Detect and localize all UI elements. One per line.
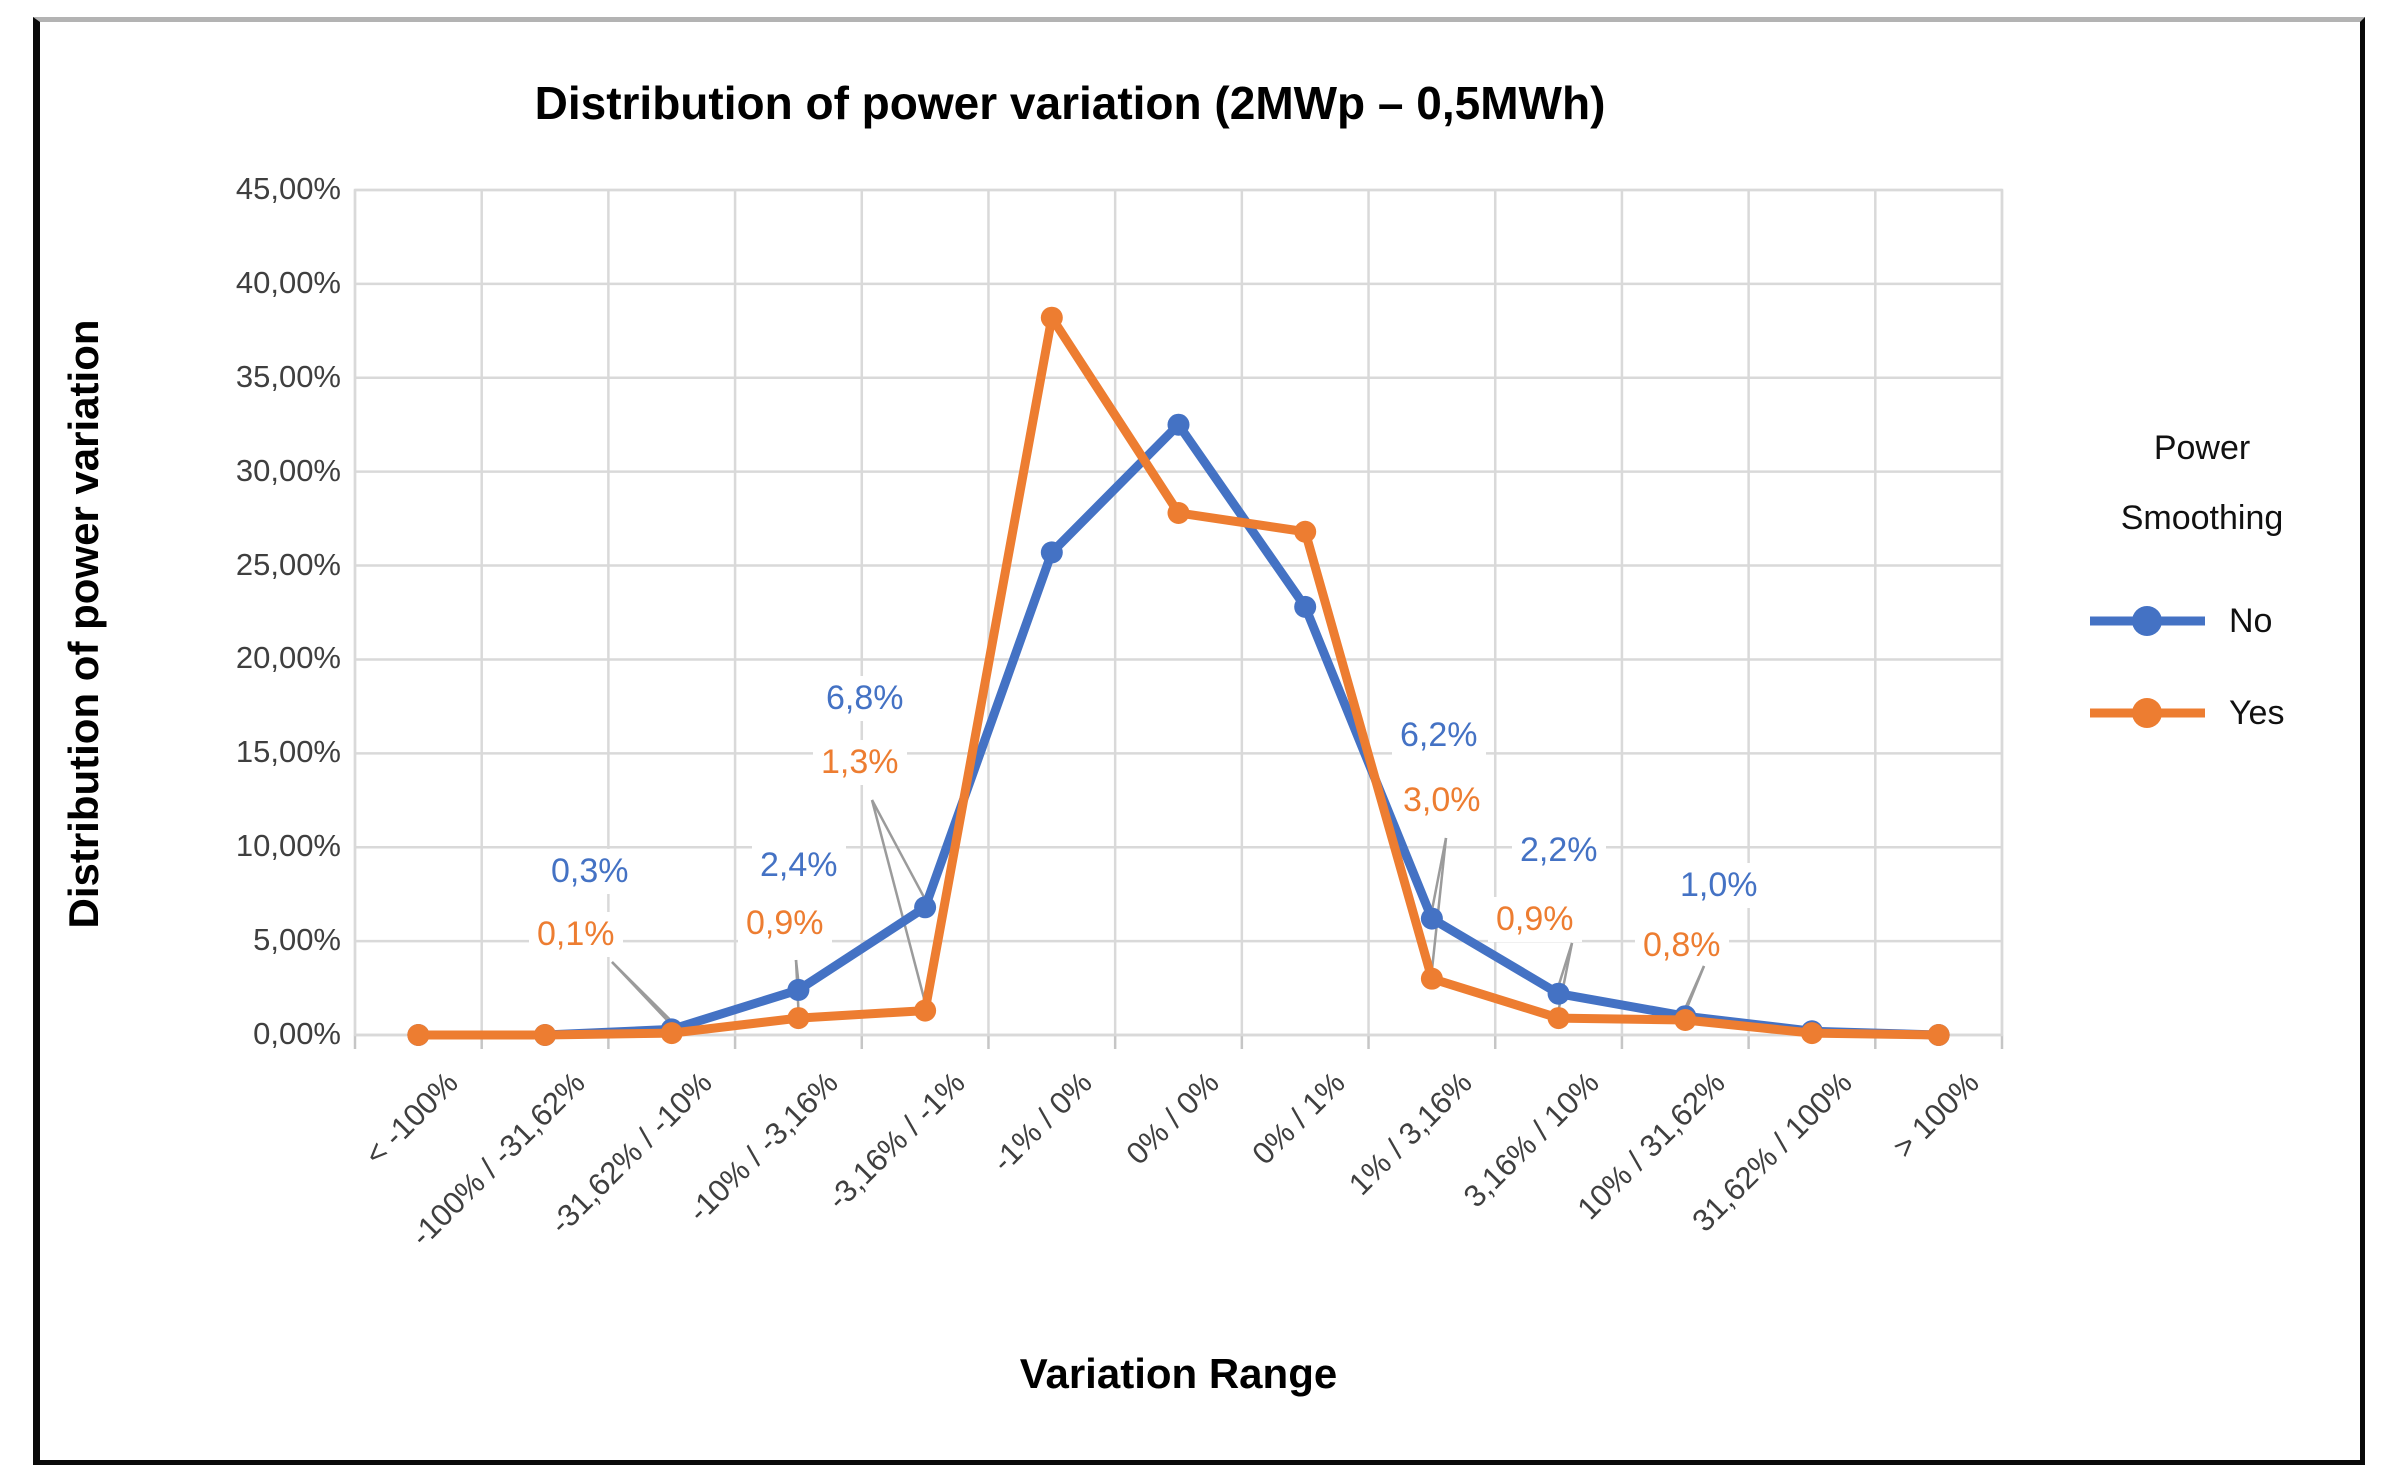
legend-title-line1: Power bbox=[2153, 429, 2251, 467]
legend-marker-dot bbox=[2132, 698, 2162, 728]
y-axis-tick-label: 5,00% bbox=[253, 922, 341, 958]
legend: Power Smoothing No Yes bbox=[2062, 413, 2342, 737]
legend-items: No Yes bbox=[2062, 597, 2342, 737]
y-axis-tick-label: 30,00% bbox=[235, 452, 341, 488]
legend-marker-yes bbox=[2090, 698, 2205, 728]
legend-marker-no bbox=[2090, 606, 2205, 636]
y-axis-tick-label: 0,00% bbox=[253, 1016, 341, 1051]
legend-item-label: Yes bbox=[2229, 693, 2285, 732]
legend-title-line2: Smoothing bbox=[2120, 499, 2284, 537]
legend-title: Power Smoothing bbox=[2062, 413, 2342, 553]
legend-item-yes: Yes bbox=[2062, 689, 2342, 737]
y-axis-tick-label: 40,00% bbox=[235, 264, 341, 300]
y-axis-tick-label: 25,00% bbox=[235, 546, 341, 582]
y-axis-tick-label: 10,00% bbox=[235, 828, 341, 864]
y-axis-tick-label: 45,00% bbox=[235, 171, 341, 206]
y-axis-tick-label: 35,00% bbox=[235, 358, 341, 394]
x-axis-title: Variation Range bbox=[1019, 1350, 1338, 1397]
y-axis-tick-label: 20,00% bbox=[235, 640, 341, 676]
chart-title: Distribution of power variation (2MWp – … bbox=[534, 77, 1606, 129]
legend-item-label: No bbox=[2229, 601, 2273, 640]
legend-marker-dot bbox=[2132, 606, 2162, 636]
y-axis-tick-label: 15,00% bbox=[235, 734, 341, 770]
legend-item-no: No bbox=[2062, 597, 2342, 645]
